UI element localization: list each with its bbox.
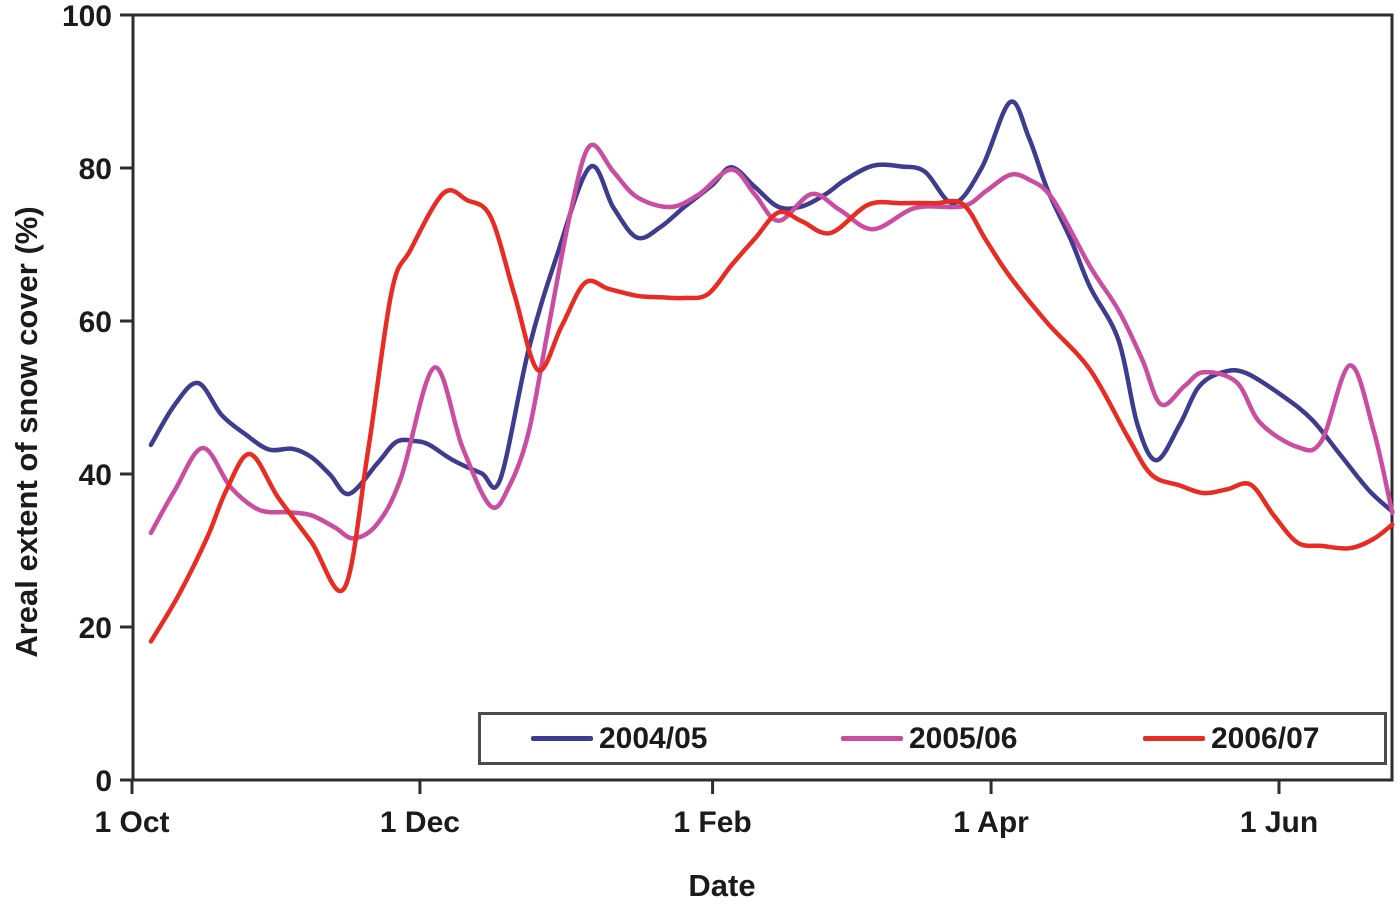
x-tick-label: 1 Jun [1240, 806, 1318, 839]
x-tick-label: 1 Apr [953, 806, 1029, 839]
y-tick-label: 20 [79, 612, 112, 645]
series-line-2004-05 [148, 99, 1395, 514]
legend-label-2006-07: 2006/07 [1211, 721, 1320, 755]
legend-label-2005-06: 2005/06 [909, 721, 1018, 755]
legend-line-swatch-2005-06 [841, 736, 903, 741]
x-axis-title: Date [688, 868, 756, 903]
legend-entry-2006-07: 2006/07 [1143, 715, 1319, 762]
y-tick-label: 0 [95, 765, 112, 798]
x-tick-label: 1 Feb [673, 806, 751, 839]
y-tick-label: 40 [79, 459, 112, 492]
y-tick-label: 60 [79, 306, 112, 339]
legend-entry-2004-05: 2004/05 [531, 715, 707, 762]
y-tick-label: 100 [62, 0, 112, 33]
chart-legend: 2004/05 2005/06 2006/07 [478, 712, 1387, 765]
y-axis-title: Areal extent of snow cover (%) [9, 206, 44, 658]
x-tick-label: 1 Oct [94, 806, 169, 839]
legend-entry-2005-06: 2005/06 [841, 715, 1017, 762]
legend-line-swatch-2004-05 [531, 736, 593, 741]
x-tick-label: 1 Dec [380, 806, 460, 839]
y-tick-label: 80 [79, 153, 112, 186]
plot-border [131, 13, 1394, 782]
legend-label-2004-05: 2004/05 [599, 721, 708, 755]
legend-line-swatch-2006-07 [1143, 736, 1205, 741]
series-line-2006-07 [148, 188, 1395, 644]
